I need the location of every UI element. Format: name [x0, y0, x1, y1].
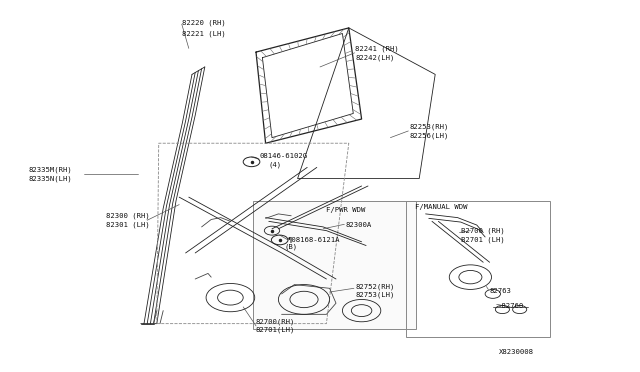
Text: 82220 (RH): 82220 (RH)	[182, 19, 226, 26]
Text: 82300A: 82300A	[346, 222, 372, 228]
Text: 82700(RH): 82700(RH)	[256, 318, 296, 325]
Text: X8230008: X8230008	[499, 349, 534, 355]
Text: 82752(RH): 82752(RH)	[355, 283, 395, 290]
Text: 82300 (RH): 82300 (RH)	[106, 212, 149, 219]
Text: 82242(LH): 82242(LH)	[355, 54, 395, 61]
Text: (B): (B)	[285, 243, 298, 250]
Text: 82763: 82763	[490, 288, 511, 294]
Text: 82335M(RH): 82335M(RH)	[29, 166, 72, 173]
Text: -82760: -82760	[498, 303, 524, 309]
Text: 82301 (LH): 82301 (LH)	[106, 222, 149, 228]
Text: 82701(LH): 82701(LH)	[256, 327, 296, 333]
Text: 82253(RH): 82253(RH)	[410, 123, 449, 130]
Text: F/PWR WDW: F/PWR WDW	[326, 207, 366, 213]
Bar	[406, 201, 550, 337]
Text: 08146-6102G: 08146-6102G	[259, 153, 307, 159]
Text: B2700 (RH): B2700 (RH)	[461, 227, 504, 234]
Text: 82221 (LH): 82221 (LH)	[182, 30, 226, 37]
Text: ¶08168-6121A: ¶08168-6121A	[288, 236, 340, 242]
Text: B2701 (LH): B2701 (LH)	[461, 237, 504, 243]
Text: (4): (4)	[269, 161, 282, 168]
Bar	[253, 201, 416, 329]
Text: 82256(LH): 82256(LH)	[410, 132, 449, 139]
Text: 82335N(LH): 82335N(LH)	[29, 175, 72, 182]
Text: F/MANUAL WDW: F/MANUAL WDW	[415, 204, 467, 210]
Text: 82753(LH): 82753(LH)	[355, 291, 395, 298]
Text: 82241 (RH): 82241 (RH)	[355, 45, 399, 52]
